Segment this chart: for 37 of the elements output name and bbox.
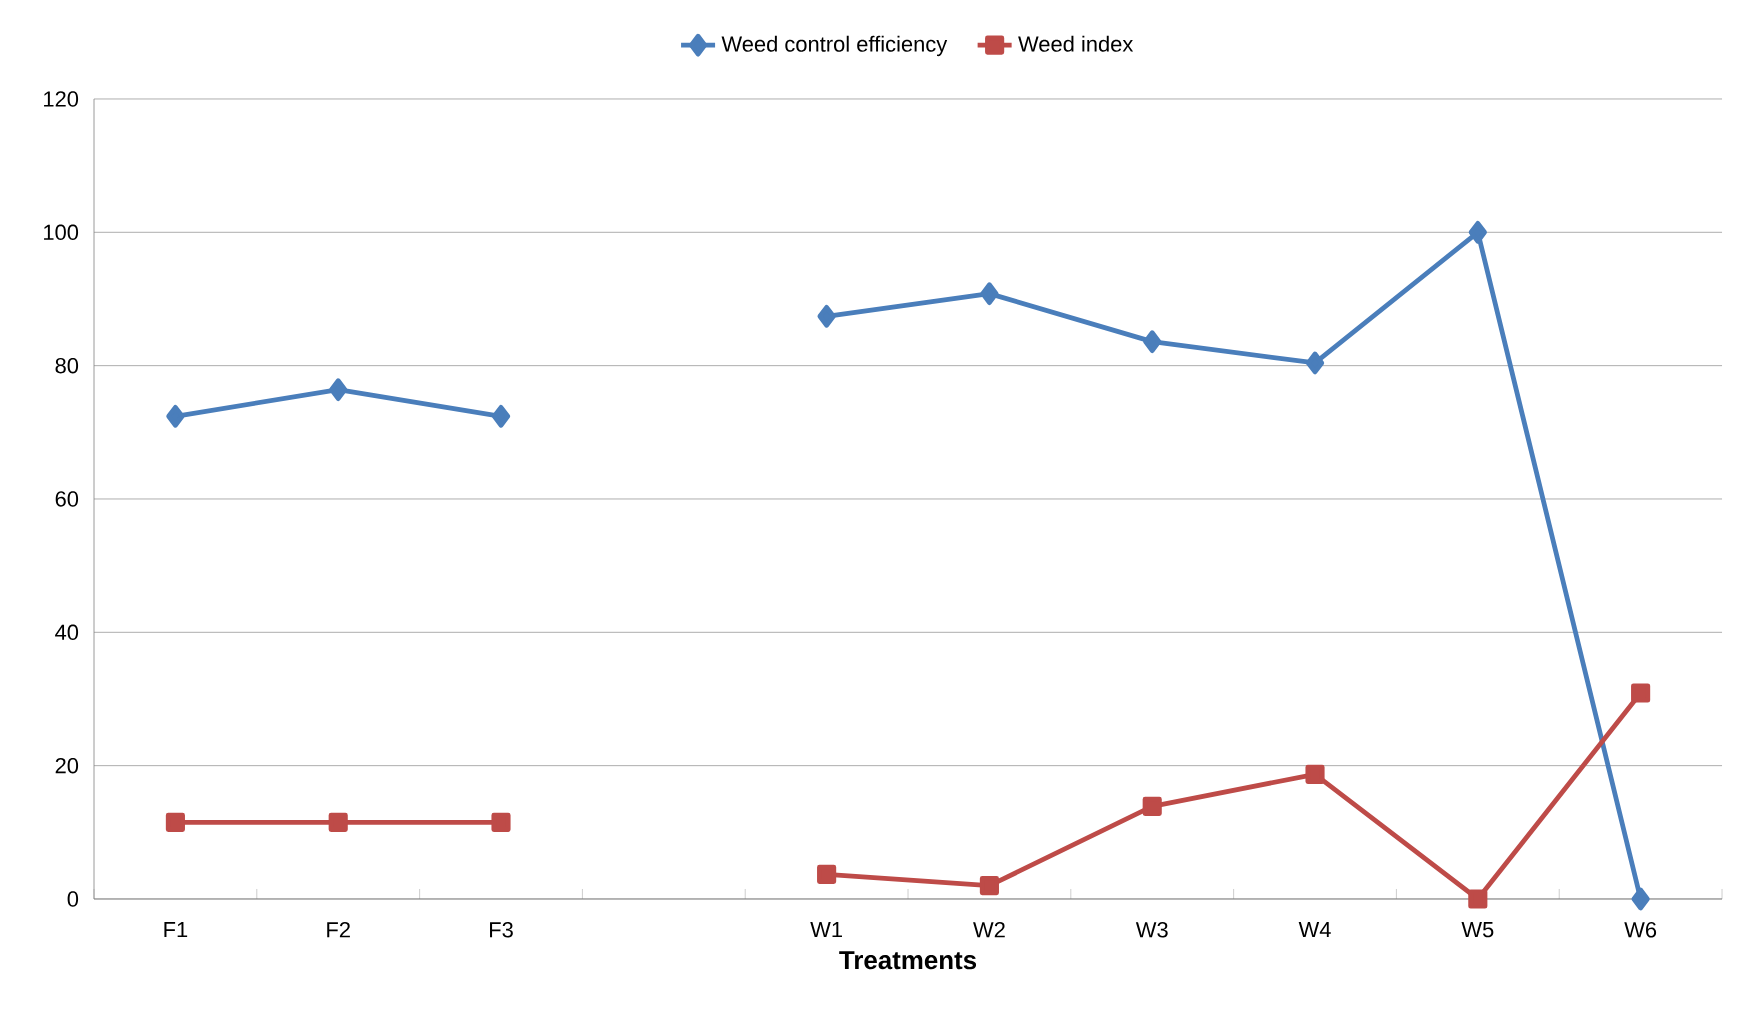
legend-label: Weed index xyxy=(1018,35,1134,52)
x-tick-label: F3 xyxy=(490,922,513,938)
x-tick-label: W3 xyxy=(1135,922,1168,938)
x-tick-label: W5 xyxy=(1461,922,1494,938)
point xyxy=(1631,887,1650,911)
x-tick-label: F2 xyxy=(327,922,350,938)
point xyxy=(328,812,348,832)
y-tick-label: 0 xyxy=(67,891,79,907)
y-tick-label: 20 xyxy=(55,757,79,774)
point xyxy=(817,864,837,884)
point xyxy=(1305,764,1325,784)
point xyxy=(817,304,836,328)
point xyxy=(1142,796,1162,816)
point xyxy=(1468,889,1488,909)
point xyxy=(1631,683,1651,703)
point xyxy=(491,812,511,832)
legend-label: Weed control efficiency xyxy=(721,35,948,57)
point xyxy=(1468,220,1487,244)
point xyxy=(980,282,999,305)
x-tick-label: W1 xyxy=(810,922,842,938)
y-tick-label: 100 xyxy=(44,224,79,241)
y-tick-label: 80 xyxy=(55,357,79,374)
y-tick-label: 60 xyxy=(55,491,79,507)
point xyxy=(165,812,185,832)
point xyxy=(1305,351,1325,375)
point xyxy=(491,404,511,428)
x-tick-label: F1 xyxy=(164,922,188,938)
point xyxy=(1143,330,1162,353)
y-tick-label: 120 xyxy=(44,91,79,107)
x-axis-title: Treatments xyxy=(839,951,977,970)
point xyxy=(166,404,185,428)
x-tick-label: W6 xyxy=(1624,922,1657,938)
point xyxy=(329,378,348,401)
x-tick-label: W4 xyxy=(1298,922,1331,938)
x-tick-label: W2 xyxy=(973,922,1005,938)
y-tick-label: 40 xyxy=(55,624,79,641)
point xyxy=(979,876,999,896)
